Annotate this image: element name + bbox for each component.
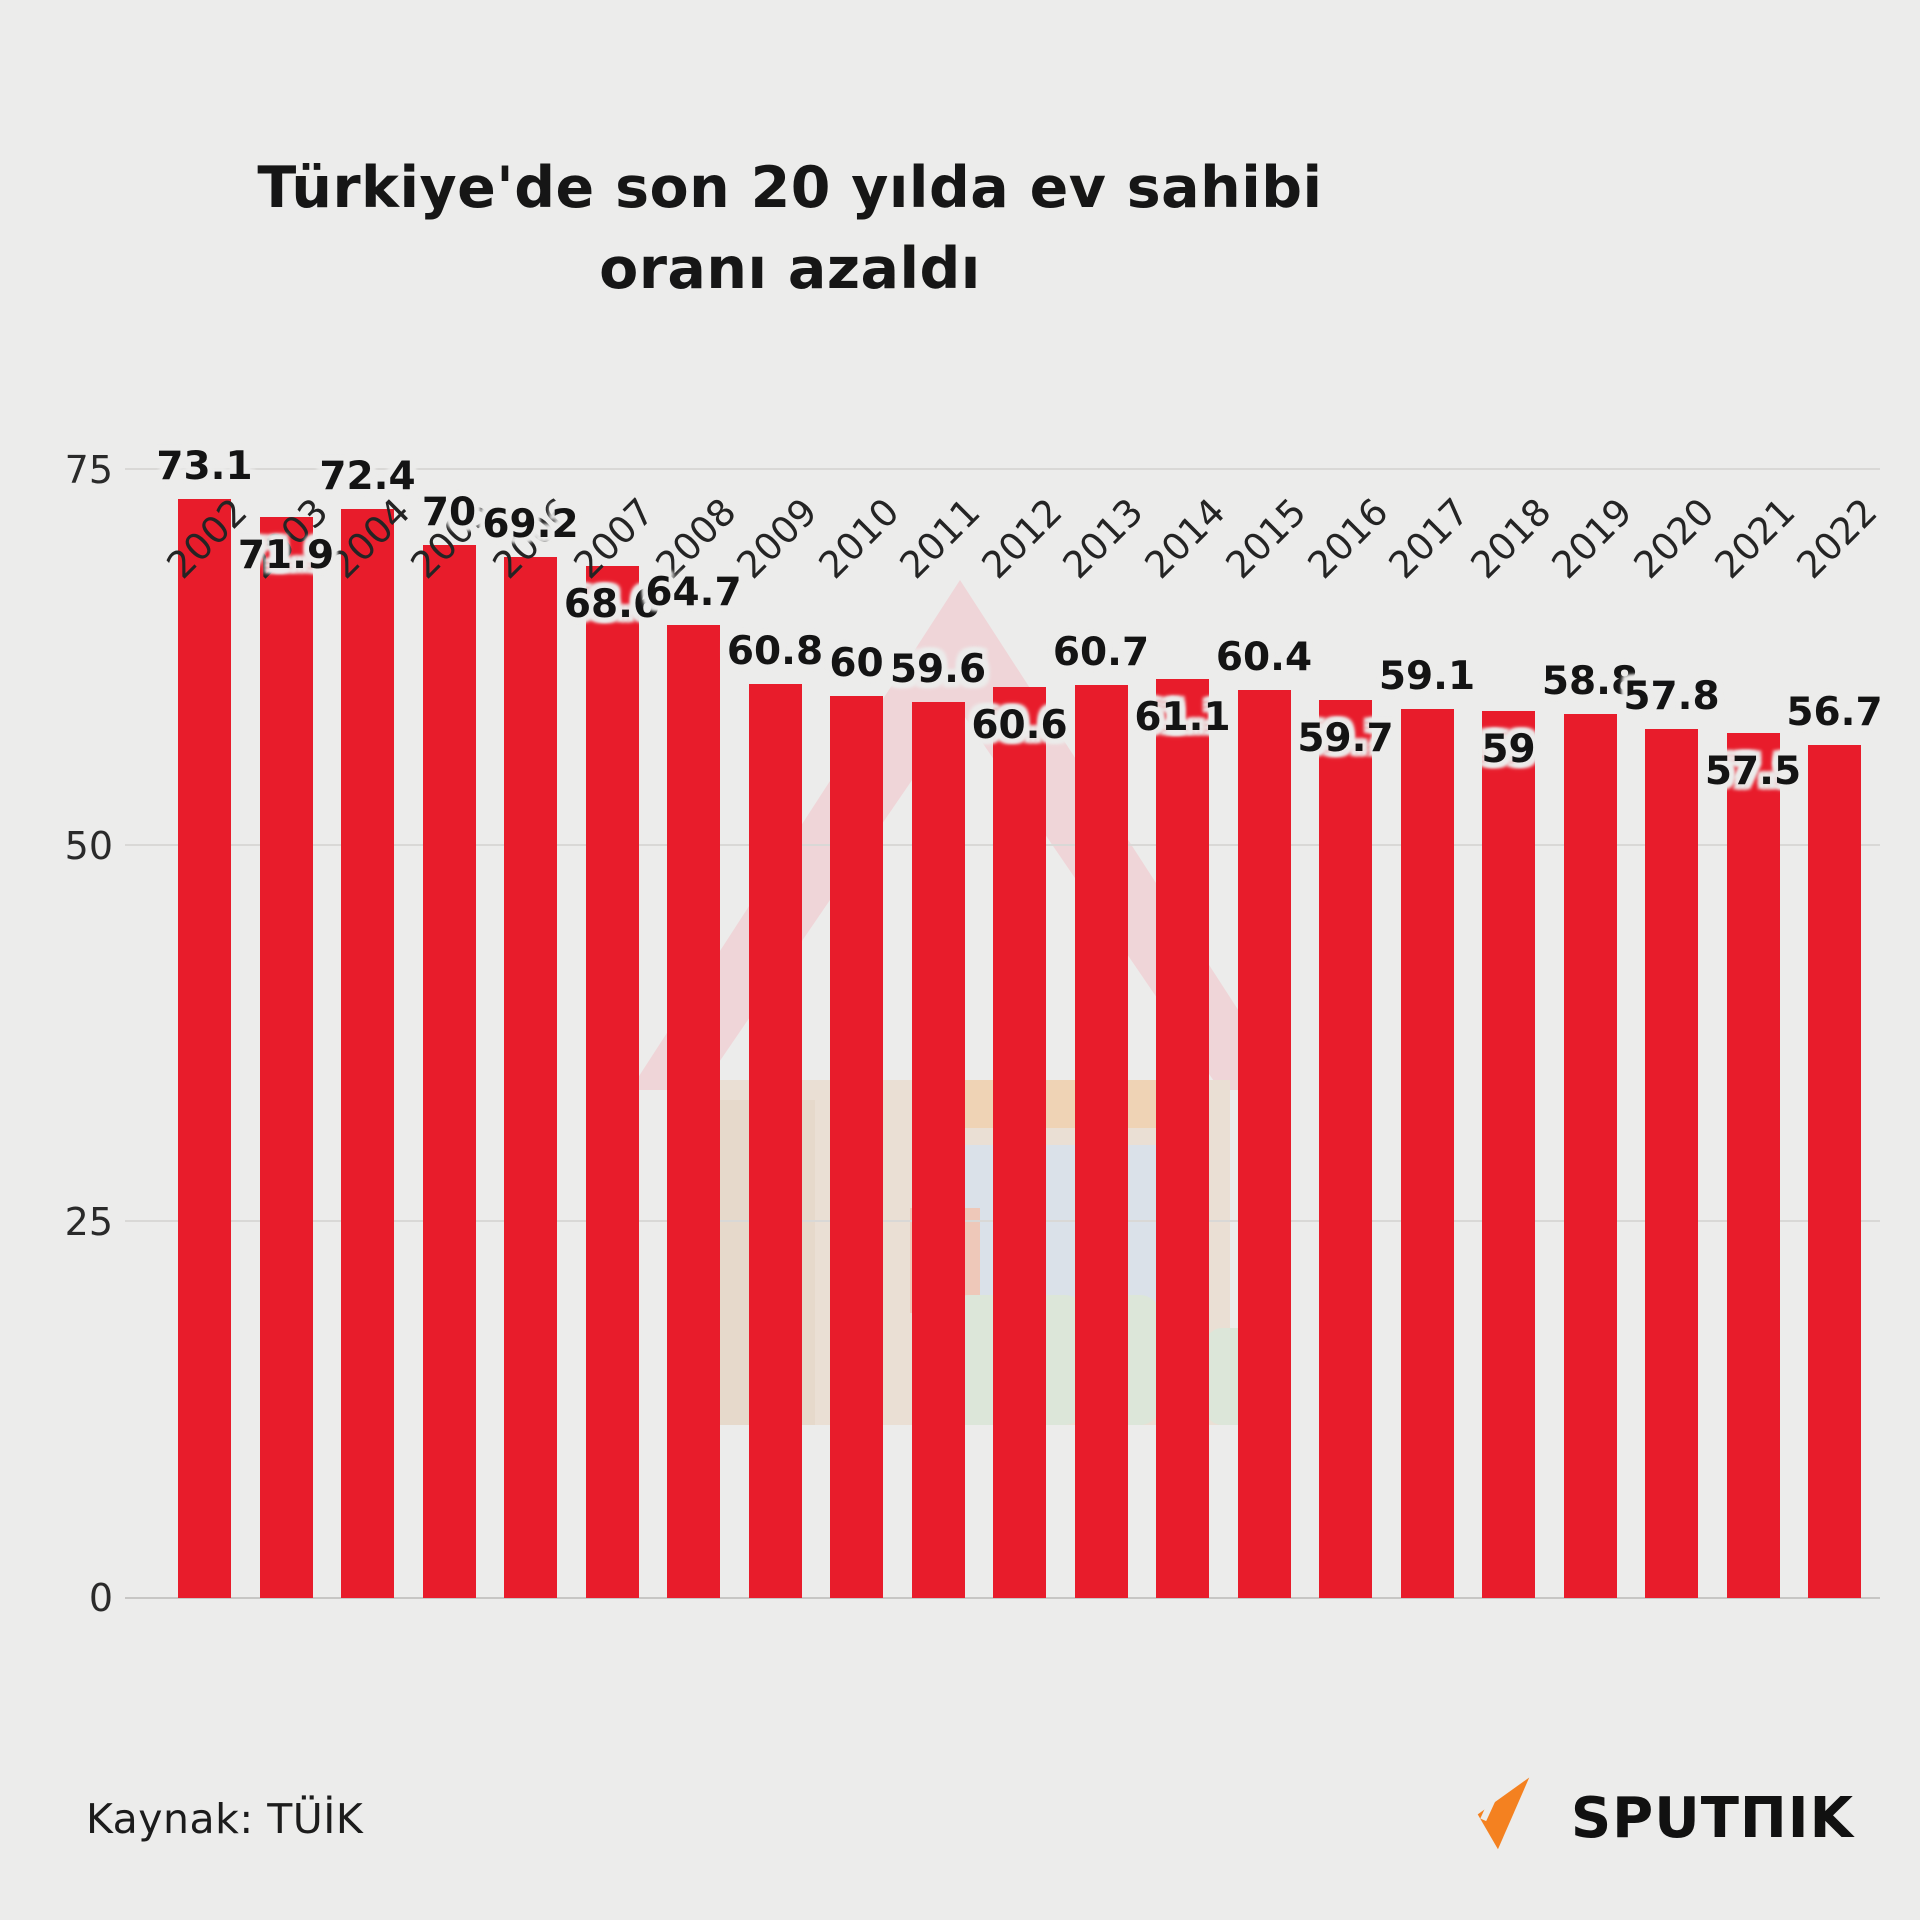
y-axis-tick-label-25: 25 [64, 1200, 113, 1244]
bar-2020: 57.8 [1623, 674, 1720, 1598]
bar-slot-2015: 60.4 2015 [1216, 470, 1315, 1598]
bar-slot-2008: 64.7 2008 [645, 470, 744, 1598]
value-label-2003: 71.9 [237, 532, 335, 578]
bar-2009: 60.8 [727, 629, 823, 1598]
bar-2002: 73.1 [156, 444, 253, 1598]
bar-slot-2012: 60.6 2012 [971, 470, 1070, 1598]
bar-slot-2010: 60 2010 [810, 470, 907, 1598]
value-label-2009: 60.8 [726, 628, 824, 674]
bar-2005: 70 [422, 490, 476, 1598]
bar-slot-2017: 59.1 2017 [1379, 470, 1478, 1598]
value-label-2021: 57.5 [1704, 749, 1802, 795]
bar-2010: 60 [829, 641, 884, 1598]
sputnik-arrow-icon [1477, 1774, 1530, 1850]
bar-slot-2016: 59.7 2016 [1297, 470, 1396, 1598]
sputnik-logo-text: SPUTΠIK [1570, 1785, 1854, 1851]
bar-2003: 71.9 [238, 516, 334, 1598]
value-label-2002: 73.1 [156, 443, 253, 489]
y-axis-tick-label-50: 50 [64, 824, 113, 868]
x-axis-label-2010: 2010 [810, 490, 908, 587]
sputnik-logo: SPUTΠIK [1457, 1772, 1854, 1864]
bar-slot-2002: 73.1 2002 [156, 444, 255, 1598]
bar-slot-2018: 59 2018 [1462, 470, 1559, 1598]
chart-title-line1: Türkiye'de son 20 yılda ev sahibi [257, 155, 1323, 221]
value-label-2018: 59 [1481, 726, 1536, 772]
y-axis-tick-label-0: 0 [88, 1576, 113, 1620]
value-label-2013: 60.7 [1052, 630, 1150, 676]
bar-slot-2020: 57.8 2020 [1623, 470, 1722, 1598]
value-label-2020: 57.8 [1623, 673, 1720, 719]
bar-slot-2021: 57.5 2021 [1705, 470, 1804, 1598]
value-label-2010: 60 [829, 640, 884, 686]
bar-2018: 59 [1481, 710, 1536, 1598]
bar-2015: 60.4 [1216, 635, 1312, 1598]
y-axis-tick-label-75: 75 [64, 448, 113, 492]
value-label-2015: 60.4 [1215, 634, 1313, 680]
bar-slot-2007: 68.6 2007 [564, 470, 663, 1598]
bar-slot-2003: 71.9 2003 [238, 470, 337, 1598]
x-axis-label-2016: 2016 [1299, 490, 1397, 587]
value-label-2017: 59.1 [1378, 654, 1476, 700]
x-axis-label-2022: 2022 [1788, 490, 1886, 587]
x-axis-label-2019: 2019 [1543, 490, 1641, 587]
value-label-2019: 58.8 [1541, 658, 1639, 704]
x-axis-label-2014: 2014 [1136, 490, 1234, 587]
x-axis-label-2012: 2012 [973, 490, 1071, 587]
value-label-2022: 56.7 [1786, 690, 1883, 736]
value-label-2008: 64.7 [645, 569, 742, 615]
bar-2012: 60.6 [971, 686, 1068, 1598]
gridline-75 [125, 468, 1880, 470]
bar-2022: 56.7 [1786, 690, 1883, 1598]
x-axis-label-2009: 2009 [728, 490, 826, 587]
x-axis-label-2017: 2017 [1380, 490, 1478, 587]
value-label-2005: 70 [421, 490, 477, 536]
x-axis-label-2013: 2013 [1054, 490, 1152, 587]
x-axis-label-2018: 2018 [1462, 490, 1560, 587]
x-axis-line [125, 1597, 1880, 1599]
value-label-2006: 69.2 [482, 502, 579, 548]
bar-2019: 58.8 [1542, 659, 1638, 1598]
bar-2013: 60.7 [1053, 630, 1149, 1598]
value-label-2012: 60.6 [971, 702, 1068, 748]
chart-title: Türkiye'de son 20 yılda ev sahibi oranı … [0, 148, 1580, 310]
value-label-2004: 72.4 [319, 454, 416, 500]
bar-slot-2013: 60.7 2013 [1053, 470, 1152, 1598]
bars-container: 73.1 2002 71.9 2003 72.4 2004 70 2005 69.2 2006 68… [156, 444, 1885, 1598]
bar-slot-2009: 60.8 2009 [727, 470, 826, 1598]
bar-slot-2006: 69.2 2006 [482, 470, 581, 1598]
x-axis-label-2021: 2021 [1706, 490, 1804, 587]
bar-2017: 59.1 [1379, 654, 1475, 1598]
x-axis-label-2015: 2015 [1217, 490, 1315, 587]
x-axis-label-2020: 2020 [1625, 490, 1723, 587]
bar-2016: 59.7 [1297, 700, 1394, 1598]
plot-area: 73.1 2002 71.9 2003 72.4 2004 70 2005 69.2 2006 68… [65, 444, 1886, 1620]
chart-title-line2: oranı azaldı [599, 235, 981, 302]
bar-2011: 59.6 [890, 647, 986, 1598]
bar-slot-2004: 72.4 2004 [319, 454, 418, 1598]
bar-slot-2014: 61.1 2014 [1134, 470, 1233, 1598]
bar-slot-2019: 58.8 2019 [1542, 470, 1641, 1598]
bar-2007: 68.6 [564, 566, 660, 1598]
bar-slot-2011: 59.6 2011 [890, 470, 989, 1598]
x-axis-label-2011: 2011 [891, 490, 989, 587]
value-label-2007: 68.6 [563, 582, 661, 628]
bar-2004: 72.4 [319, 454, 416, 1598]
bar-2021: 57.5 [1705, 733, 1801, 1598]
bar-2006: 69.2 [482, 502, 579, 1598]
value-label-2016: 59.7 [1297, 716, 1394, 762]
bar-slot-2022: 56.7 2022 [1786, 470, 1885, 1598]
value-label-2014: 61.1 [1134, 695, 1231, 741]
bar-slot-2005: 70 2005 [403, 470, 500, 1598]
value-label-2011: 59.6 [889, 646, 987, 692]
bar-2008: 64.7 [645, 570, 742, 1598]
source-label: Kaynak: TÜİK [86, 1795, 364, 1843]
bar-2014: 61.1 [1134, 679, 1231, 1598]
